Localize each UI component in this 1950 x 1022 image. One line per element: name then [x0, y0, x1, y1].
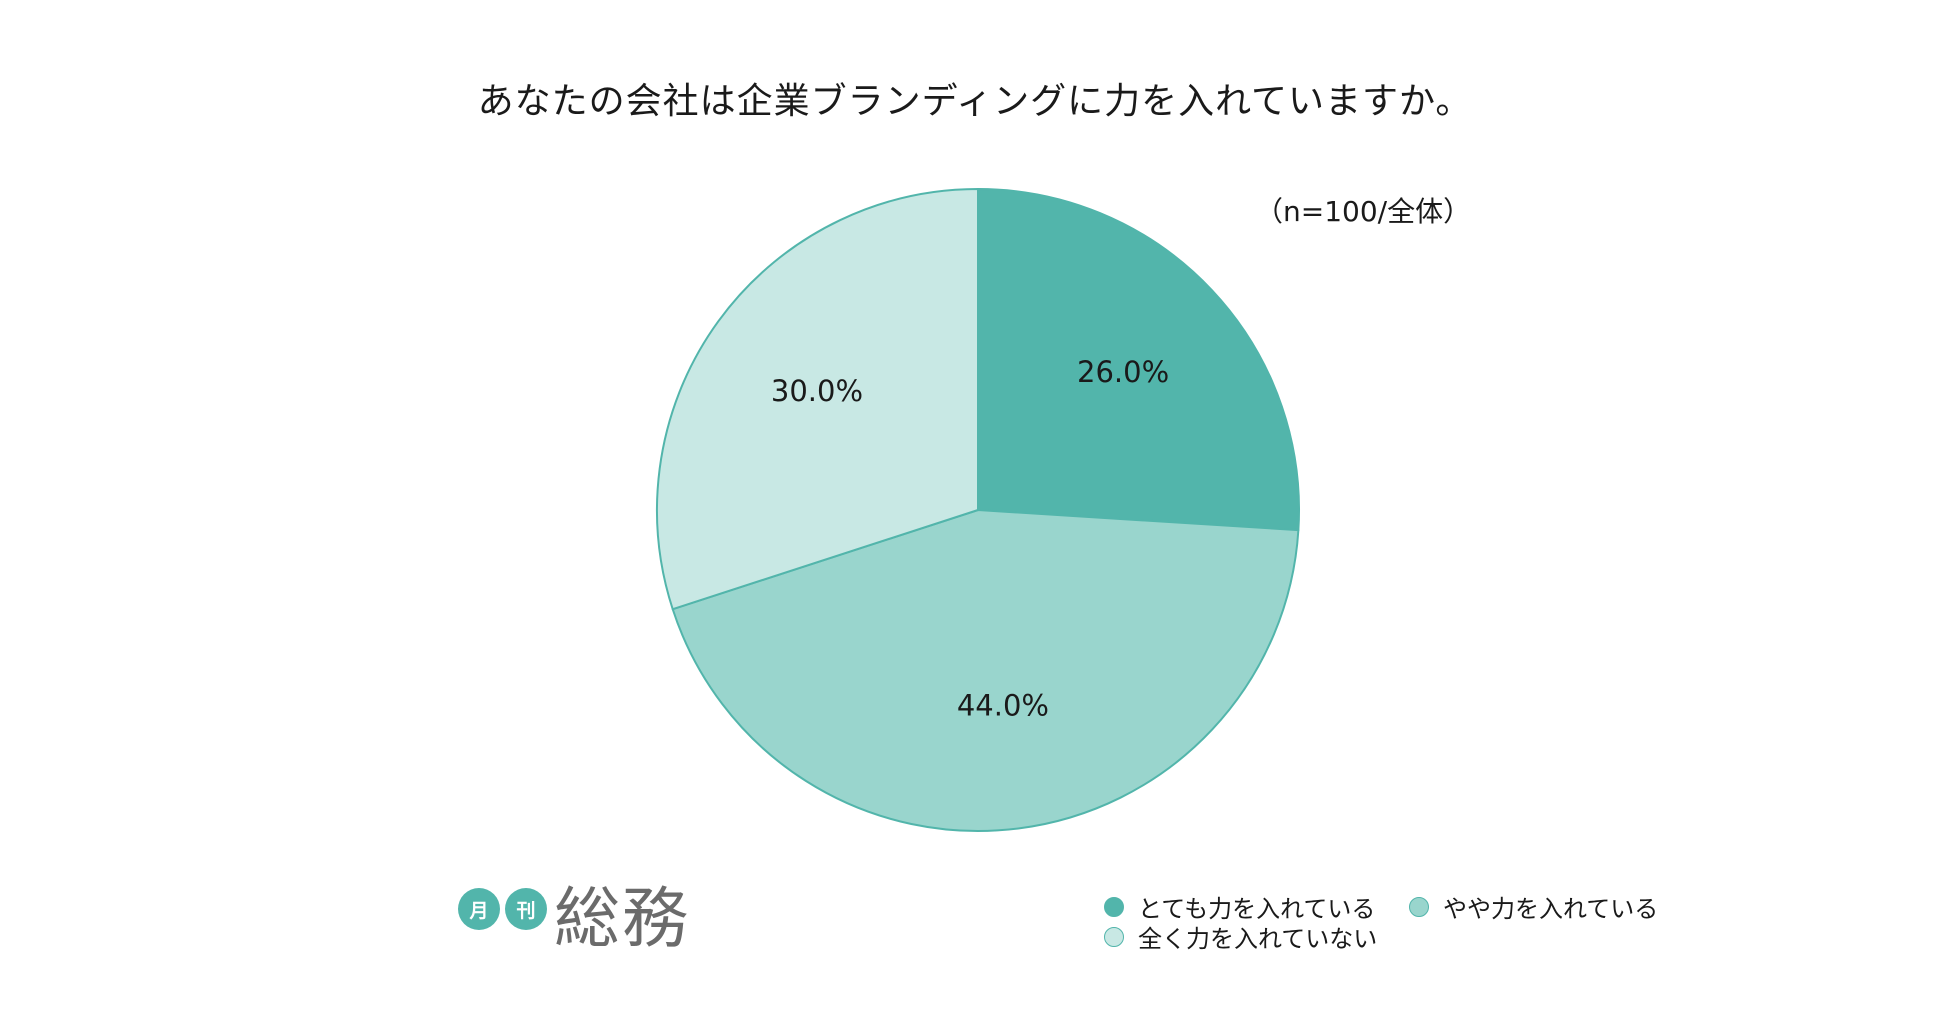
- slice-very-much: [977, 188, 1300, 532]
- logo-wordmark: 総務: [554, 880, 690, 957]
- legend-item-not-at-all: 全く力を入れていない: [1104, 919, 1377, 954]
- data-label: 44.0%: [957, 688, 1049, 722]
- sample-size-note: （n=100/全体）: [1255, 195, 1472, 228]
- legend-label: やや力を入れている: [1443, 895, 1659, 923]
- legend-item-somewhat: やや力を入れている: [1409, 889, 1658, 924]
- legend: とても力を入れている やや力を入れている 全く力を入れていない: [1104, 889, 1724, 969]
- pie-slices: [656, 188, 1300, 832]
- legend-label: 全く力を入れていない: [1138, 925, 1378, 953]
- gekkan-soumu-logo: 月 刊 総務: [458, 874, 698, 964]
- slice-somewhat: [671, 509, 1300, 832]
- slice-not-at-all: [656, 188, 979, 611]
- pie-data-labels: 26.0% 44.0% 30.0%: [771, 355, 1169, 723]
- legend-item-very-much: とても力を入れている: [1104, 889, 1375, 924]
- legend-swatch: [1409, 896, 1429, 917]
- logo-badge-month: 月: [458, 888, 500, 930]
- legend-swatch: [1104, 896, 1124, 917]
- data-label: 30.0%: [771, 374, 863, 408]
- legend-swatch: [1104, 926, 1124, 947]
- logo-badge-publication: 刊: [505, 888, 547, 930]
- chart-title: あなたの会社は企業ブランディングに力を入れていますか。: [477, 81, 1473, 122]
- legend-label: とても力を入れている: [1138, 895, 1376, 923]
- data-label: 26.0%: [1077, 355, 1169, 389]
